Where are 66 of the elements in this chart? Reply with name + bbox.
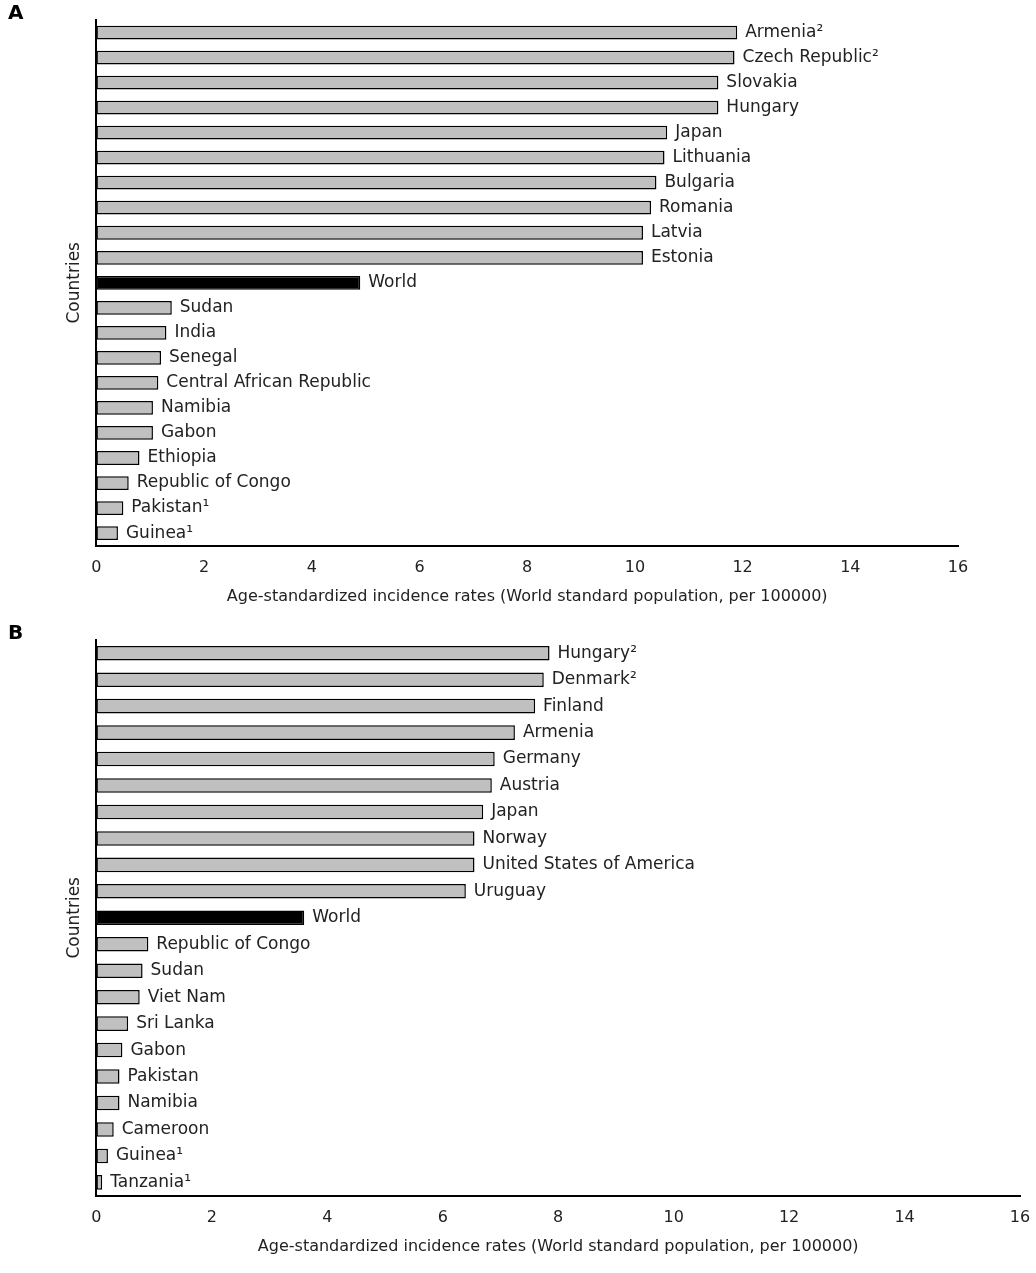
y-tick-label: Romania bbox=[659, 196, 734, 217]
y-tick-label: Guinea¹ bbox=[125, 521, 194, 542]
y-tick-label: Japan bbox=[674, 121, 723, 142]
x-tick-label: 2 bbox=[206, 1207, 217, 1227]
y-tick-label: Central African Republic bbox=[166, 371, 371, 392]
y-tick-label: Senegal bbox=[169, 346, 238, 367]
x-tick-label: 6 bbox=[414, 557, 425, 577]
y-tick-label: Germany bbox=[502, 747, 581, 768]
x-tick-label: 14 bbox=[894, 1207, 915, 1227]
y-tick-label: Gabon bbox=[160, 421, 217, 442]
y-tick-label: Sri Lanka bbox=[136, 1012, 215, 1033]
y-tick-label: Czech Republic² bbox=[742, 45, 879, 66]
y-tick-label: Bulgaria bbox=[664, 171, 735, 192]
x-tick-label: 2 bbox=[199, 557, 210, 577]
x-tick-label: 14 bbox=[840, 557, 861, 577]
y-tick-label: Armenia² bbox=[745, 20, 824, 41]
chart-title: A bbox=[8, 0, 24, 25]
y-tick-label: Norway bbox=[482, 826, 547, 847]
x-tick-label: 16 bbox=[947, 557, 969, 577]
y-tick-label: Lithuania bbox=[672, 146, 752, 167]
y-axis-title: Countries bbox=[62, 876, 83, 959]
y-tick-label: Republic of Congo bbox=[156, 932, 311, 953]
y-tick-label: India bbox=[174, 321, 217, 342]
y-tick-label: Ethiopia bbox=[147, 446, 217, 467]
y-tick-label: Uruguay bbox=[473, 879, 547, 900]
x-tick-label: 8 bbox=[522, 557, 533, 577]
y-tick-label: Cameroon bbox=[121, 1117, 210, 1138]
y-tick-label: Denmark² bbox=[551, 668, 637, 689]
y-tick-label: World bbox=[312, 906, 361, 927]
x-tick-label: 10 bbox=[624, 557, 646, 577]
x-tick-label: 12 bbox=[732, 557, 753, 577]
chart-title: B bbox=[8, 620, 24, 645]
y-tick-label: Finland bbox=[543, 694, 604, 715]
y-tick-label: Hungary bbox=[726, 96, 799, 117]
y-tick-label: Slovakia bbox=[726, 70, 798, 91]
x-tick-label: 6 bbox=[437, 1207, 448, 1227]
x-axis-title: Age-standardized incidence rates (World standard population, per 100000) bbox=[226, 585, 828, 605]
y-tick-label: Estonia bbox=[650, 246, 714, 267]
x-tick-label: 0 bbox=[91, 557, 102, 577]
y-tick-label: Japan bbox=[490, 800, 539, 821]
y-tick-label: Pakistan bbox=[127, 1064, 199, 1085]
y-tick-label: Namibia bbox=[127, 1091, 198, 1112]
x-tick-label: 10 bbox=[663, 1207, 684, 1227]
x-axis-title: Age-standardized incidence rates (World standard population, per 100000) bbox=[257, 1235, 859, 1255]
y-tick-label: Armenia bbox=[522, 721, 595, 742]
y-tick-label: United States of America bbox=[482, 853, 695, 874]
y-tick-label: Namibia bbox=[160, 396, 232, 417]
y-tick-label: Guinea¹ bbox=[115, 1144, 184, 1165]
y-tick-label: Sudan bbox=[179, 296, 234, 317]
y-tick-label: Latvia bbox=[650, 221, 703, 242]
y-axis-title: Countries bbox=[62, 241, 83, 324]
y-tick-label: Gabon bbox=[130, 1038, 186, 1059]
y-tick-label: Sudan bbox=[150, 959, 205, 980]
y-tick-label: Pakistan¹ bbox=[131, 496, 210, 517]
y-tick-label: Tanzania¹ bbox=[109, 1170, 192, 1191]
y-tick-label: Viet Nam bbox=[147, 985, 226, 1006]
x-tick-label: 12 bbox=[778, 1207, 800, 1227]
y-tick-label: Republic of Congo bbox=[136, 471, 291, 492]
x-tick-label: 16 bbox=[1009, 1207, 1031, 1227]
x-tick-label: 8 bbox=[553, 1207, 564, 1227]
y-tick-label: Austria bbox=[499, 773, 560, 794]
x-tick-label: 4 bbox=[306, 557, 317, 577]
x-tick-label: 0 bbox=[91, 1207, 102, 1227]
y-tick-label: World bbox=[368, 271, 417, 292]
y-tick-label: Hungary² bbox=[557, 641, 637, 662]
x-tick-label: 4 bbox=[322, 1207, 333, 1227]
